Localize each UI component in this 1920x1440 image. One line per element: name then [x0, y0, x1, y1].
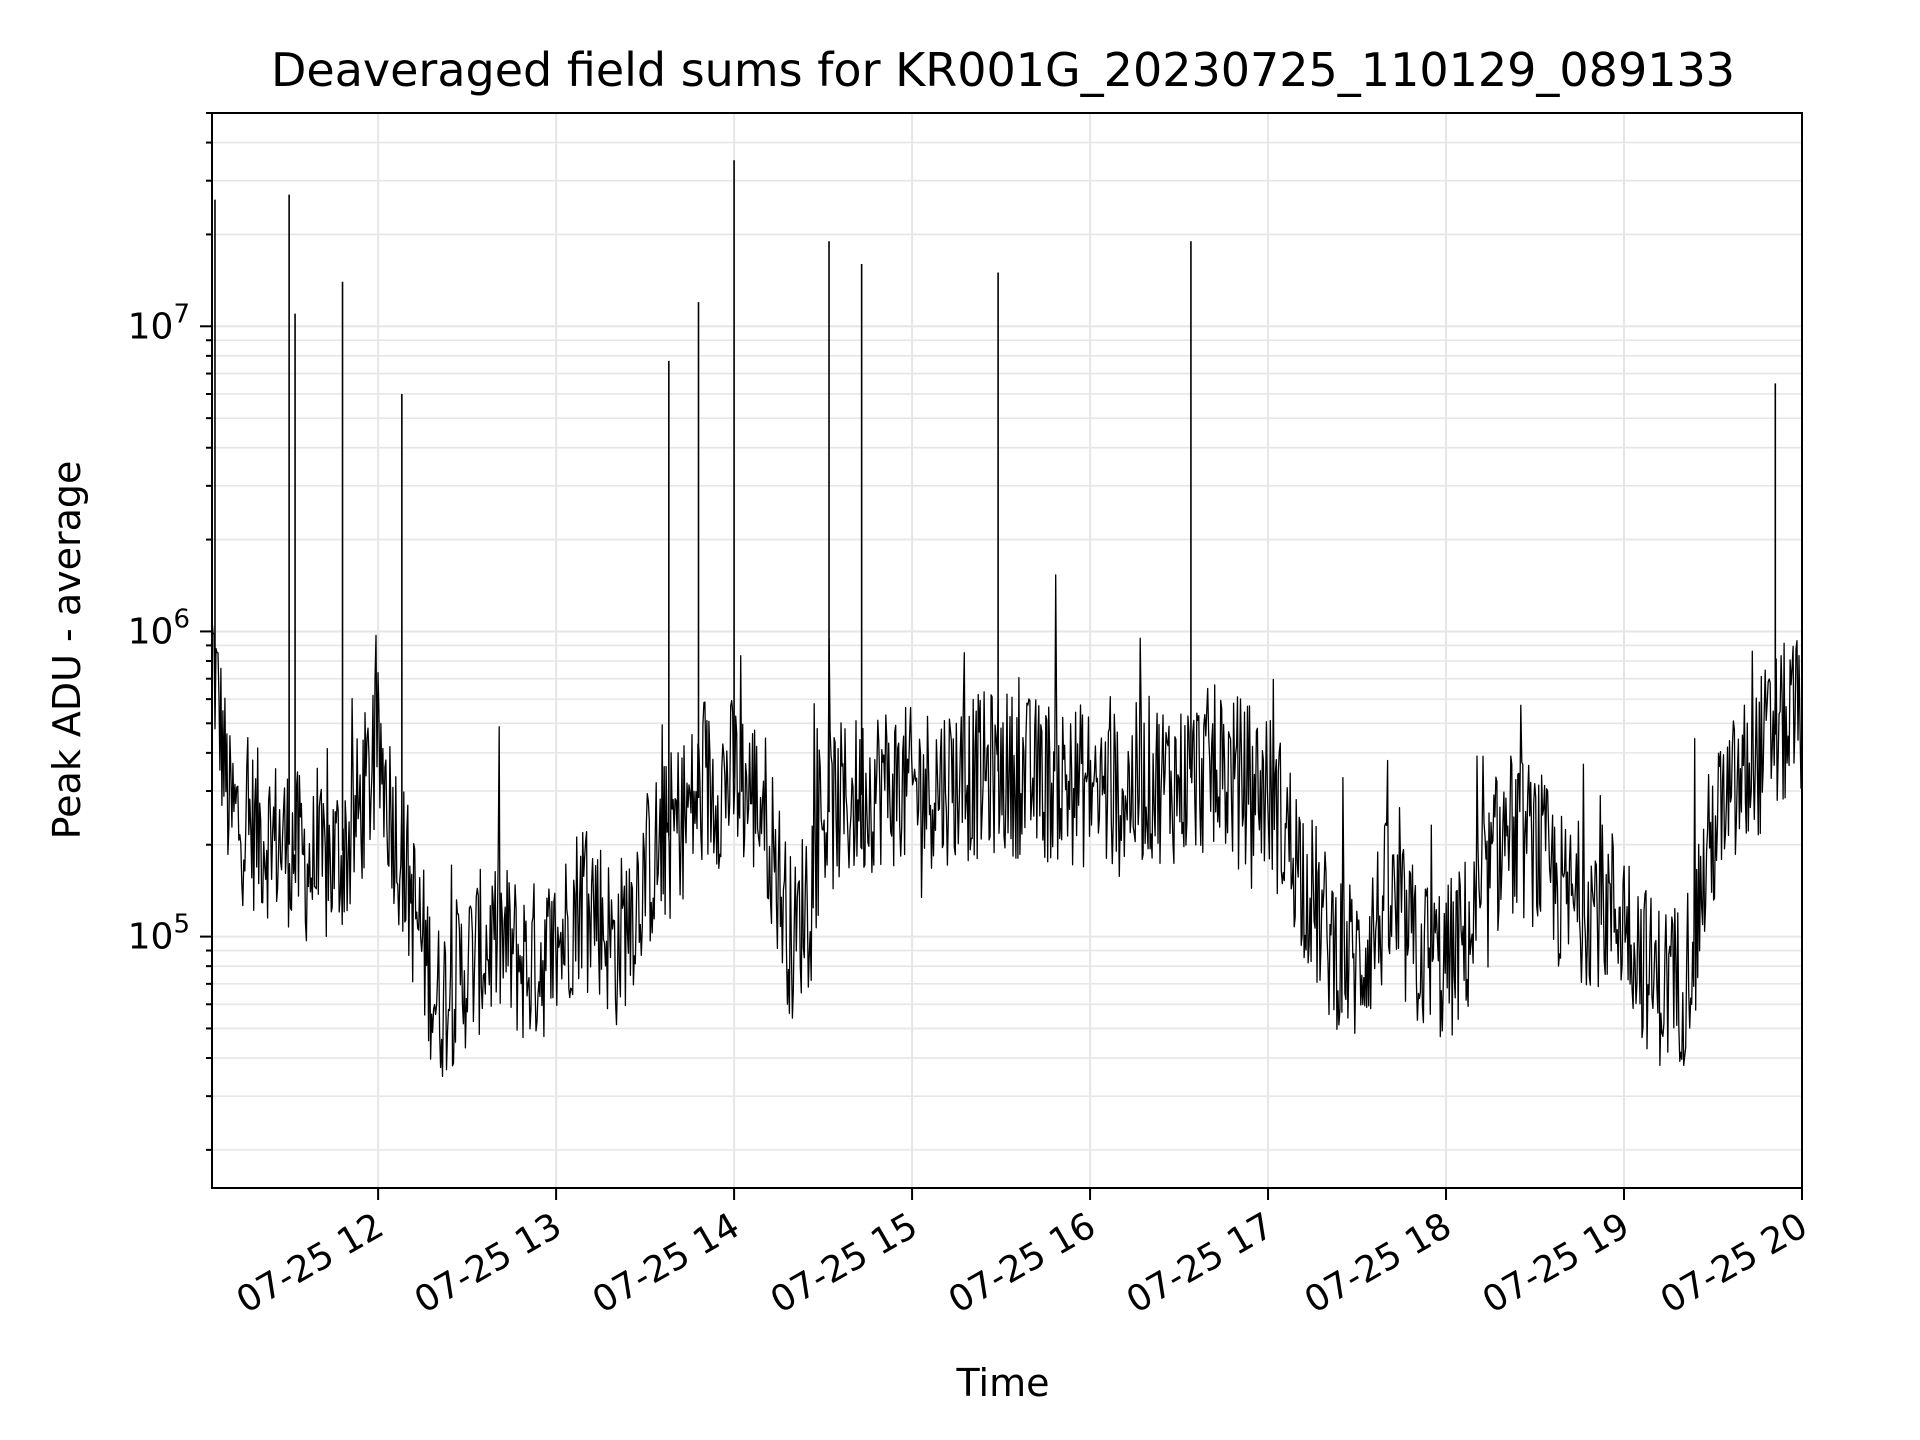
x-tick-label: 07-25 19 — [1476, 1205, 1637, 1321]
grid-lines — [212, 112, 1803, 1188]
x-axis-ticks: 07-25 12 07-25 13 07-25 14 07-25 15 07-25 16… — [230, 1188, 1815, 1322]
y-tick-label: 105 — [128, 910, 190, 958]
x-tick-label: 07-25 12 — [230, 1205, 391, 1321]
plot-frame — [211, 112, 1803, 1189]
y-axis-label: Peak ADU - average — [45, 461, 89, 840]
spike-lines — [214, 160, 1777, 857]
x-axis-label: Time — [956, 1361, 1050, 1405]
y-axis-ticks: 105 106 107 — [128, 112, 212, 1151]
y-tick-label: 107 — [128, 299, 190, 347]
x-tick-label: 07-25 15 — [764, 1205, 925, 1321]
x-tick-label: 07-25 13 — [408, 1205, 569, 1321]
y-tick-label: 106 — [128, 604, 190, 652]
x-tick-label: 07-25 20 — [1654, 1205, 1815, 1321]
x-tick-label: 07-25 18 — [1298, 1205, 1459, 1321]
x-tick-label: 07-25 14 — [586, 1205, 747, 1321]
chart-title: Deaveraged field sums for KR001G_2023072… — [271, 43, 1735, 97]
x-tick-label: 07-25 17 — [1120, 1205, 1281, 1321]
x-tick-label: 07-25 16 — [942, 1205, 1103, 1321]
series-line — [211, 574, 1803, 1078]
